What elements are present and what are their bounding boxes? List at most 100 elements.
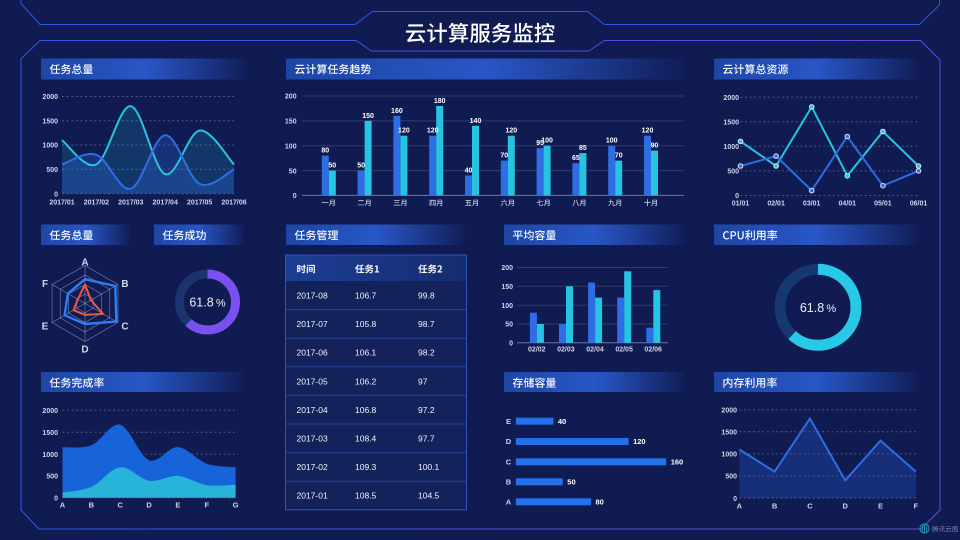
svg-text:E: E — [878, 502, 883, 511]
svg-text:2017-02: 2017-02 — [297, 462, 328, 472]
svg-text:106.2: 106.2 — [355, 376, 377, 386]
svg-text:1000: 1000 — [723, 144, 739, 151]
svg-text:1500: 1500 — [721, 430, 737, 437]
svg-text:50: 50 — [567, 478, 575, 487]
svg-text:2017-03: 2017-03 — [297, 434, 328, 444]
svg-text:1000: 1000 — [721, 452, 737, 459]
svg-text:106.7: 106.7 — [355, 291, 377, 301]
svg-text:97: 97 — [418, 376, 428, 386]
svg-text:E: E — [42, 322, 49, 333]
svg-text:G: G — [233, 501, 239, 510]
svg-text:F: F — [205, 501, 210, 510]
svg-text:500: 500 — [46, 474, 58, 481]
svg-text:2000: 2000 — [42, 408, 58, 415]
svg-text:2017/01: 2017/01 — [49, 200, 74, 207]
svg-text:100.1: 100.1 — [418, 462, 440, 472]
svg-text:1500: 1500 — [42, 430, 58, 437]
svg-text:C: C — [117, 501, 123, 510]
svg-text:80: 80 — [596, 498, 604, 507]
svg-text:106.8: 106.8 — [355, 405, 377, 415]
svg-text:120: 120 — [633, 437, 646, 446]
svg-text:90: 90 — [651, 143, 659, 150]
svg-text:02/01: 02/01 — [767, 201, 785, 208]
svg-text:100: 100 — [606, 138, 618, 145]
svg-text:2017/03: 2017/03 — [118, 200, 143, 207]
svg-text:0: 0 — [733, 496, 737, 503]
svg-text:99.8: 99.8 — [418, 291, 435, 301]
svg-text:98.2: 98.2 — [418, 348, 435, 358]
svg-text:97.7: 97.7 — [418, 434, 435, 444]
svg-text:85: 85 — [579, 145, 587, 152]
svg-text:2017-04: 2017-04 — [297, 405, 328, 415]
svg-text:1000: 1000 — [42, 452, 58, 459]
svg-text:E: E — [175, 501, 180, 510]
svg-text:2017-07: 2017-07 — [297, 319, 328, 329]
svg-text:B: B — [121, 279, 128, 290]
svg-text:500: 500 — [46, 167, 58, 174]
svg-text:500: 500 — [725, 474, 737, 481]
svg-text:65: 65 — [572, 155, 580, 162]
svg-text:200: 200 — [285, 94, 297, 101]
svg-text:B: B — [89, 501, 95, 510]
svg-text:61.8 %: 61.8 % — [800, 301, 837, 315]
svg-text:02/03: 02/03 — [557, 347, 575, 354]
svg-text:120: 120 — [427, 128, 439, 135]
svg-text:40: 40 — [465, 168, 473, 175]
svg-text:A: A — [737, 502, 743, 511]
svg-text:A: A — [60, 501, 66, 510]
svg-text:C: C — [807, 502, 813, 511]
svg-text:2017-06: 2017-06 — [297, 348, 328, 358]
svg-text:0: 0 — [54, 496, 58, 503]
svg-text:200: 200 — [501, 265, 513, 272]
svg-text:F: F — [914, 502, 919, 511]
svg-text:02/05: 02/05 — [615, 347, 633, 354]
svg-text:50: 50 — [505, 322, 513, 329]
svg-text:D: D — [146, 501, 152, 510]
svg-text:0: 0 — [735, 193, 739, 200]
svg-text:A: A — [506, 498, 512, 507]
svg-text:C: C — [506, 458, 512, 467]
svg-text:2000: 2000 — [723, 95, 739, 102]
svg-text:03/01: 03/01 — [803, 201, 821, 208]
svg-text:109.3: 109.3 — [355, 462, 377, 472]
svg-text:100: 100 — [285, 143, 297, 150]
svg-text:02/06: 02/06 — [644, 347, 662, 354]
svg-text:2017/02: 2017/02 — [84, 200, 109, 207]
svg-text:2017/05: 2017/05 — [187, 200, 212, 207]
svg-text:120: 120 — [505, 128, 517, 135]
svg-text:108.5: 108.5 — [355, 491, 377, 501]
svg-text:E: E — [506, 417, 511, 426]
svg-text:150: 150 — [285, 119, 297, 126]
svg-text:120: 120 — [642, 128, 654, 135]
svg-text:97.2: 97.2 — [418, 405, 435, 415]
svg-text:01/01: 01/01 — [732, 201, 750, 208]
svg-text:80: 80 — [321, 148, 329, 155]
svg-text:2017/06: 2017/06 — [221, 200, 246, 207]
svg-text:100: 100 — [501, 303, 513, 310]
svg-text:C: C — [121, 322, 128, 333]
svg-text:02/02: 02/02 — [528, 347, 546, 354]
svg-text:180: 180 — [434, 98, 446, 105]
svg-text:D: D — [506, 437, 512, 446]
svg-text:2017-01: 2017-01 — [297, 491, 328, 501]
svg-text:140: 140 — [470, 118, 482, 125]
svg-text:0: 0 — [509, 341, 513, 348]
svg-text:0: 0 — [54, 191, 58, 198]
svg-text:40: 40 — [558, 417, 566, 426]
svg-text:05/01: 05/01 — [874, 201, 892, 208]
svg-text:0: 0 — [293, 193, 297, 200]
svg-text:06/01: 06/01 — [910, 201, 928, 208]
svg-text:B: B — [506, 478, 512, 487]
svg-text:98.7: 98.7 — [418, 319, 435, 329]
svg-text:150: 150 — [362, 113, 374, 120]
svg-text:04/01: 04/01 — [839, 201, 857, 208]
svg-text:105.8: 105.8 — [355, 319, 377, 329]
svg-text:160: 160 — [391, 108, 403, 115]
svg-text:F: F — [42, 279, 48, 290]
svg-text:B: B — [772, 502, 778, 511]
svg-text:2017/04: 2017/04 — [153, 200, 178, 207]
svg-text:1000: 1000 — [42, 143, 58, 150]
svg-text:104.5: 104.5 — [418, 491, 440, 501]
svg-text:50: 50 — [289, 168, 297, 175]
svg-text:160: 160 — [671, 458, 684, 467]
